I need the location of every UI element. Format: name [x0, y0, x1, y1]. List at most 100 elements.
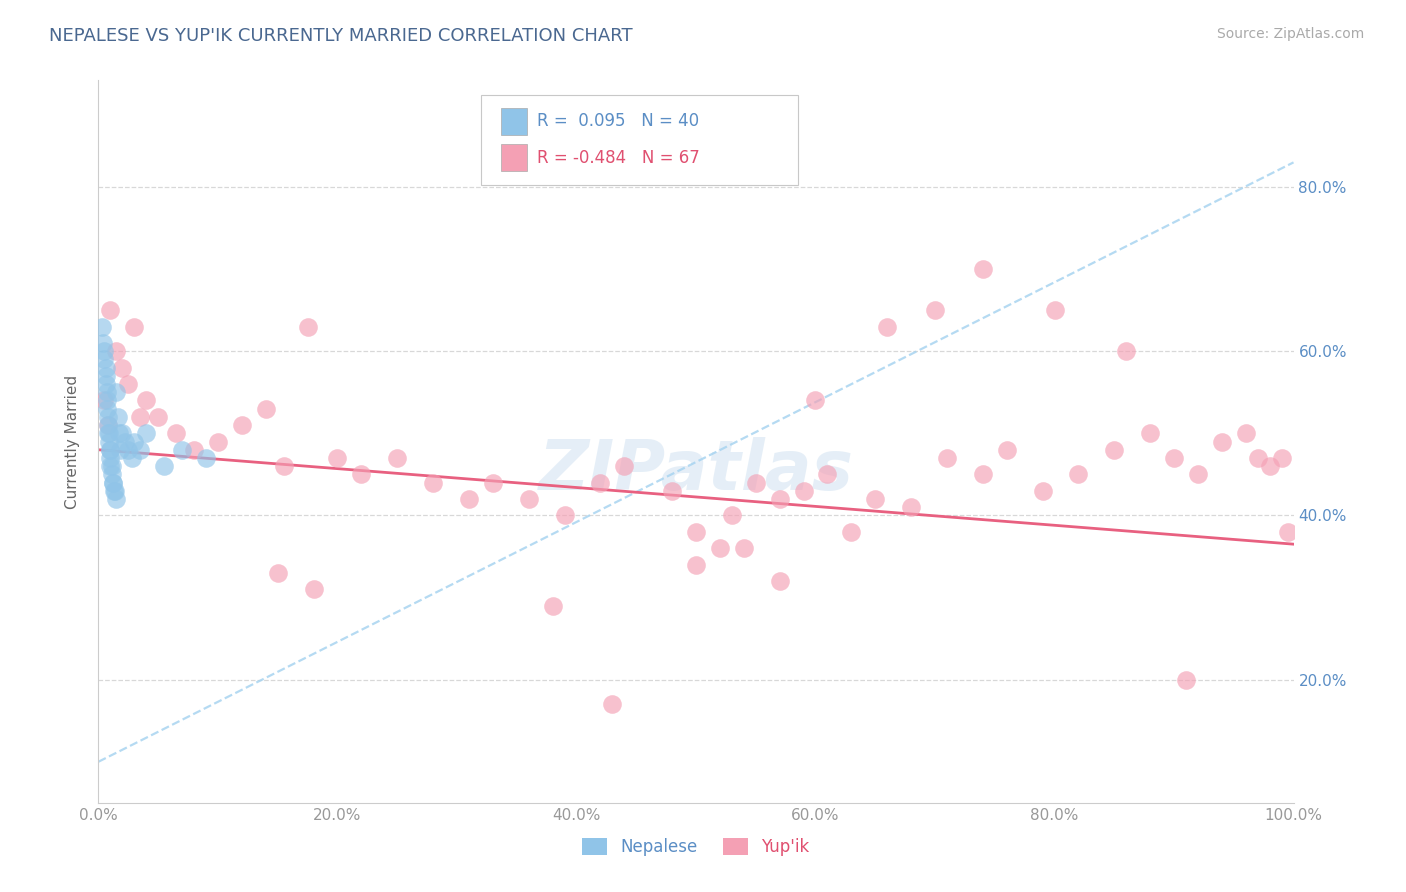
Point	[91, 319, 114, 334]
Point	[98, 442, 122, 457]
Point	[815, 467, 838, 482]
Point	[685, 558, 707, 572]
Point	[1139, 426, 1161, 441]
Point	[124, 434, 146, 449]
Point	[936, 450, 959, 465]
Point	[745, 475, 768, 490]
Point	[183, 442, 205, 457]
Point	[865, 491, 887, 506]
Point	[94, 368, 117, 383]
Point	[105, 491, 128, 506]
Point	[98, 426, 121, 441]
Point	[273, 459, 295, 474]
Point	[121, 450, 143, 465]
Point	[589, 475, 612, 490]
FancyBboxPatch shape	[501, 144, 527, 171]
Point	[101, 475, 124, 490]
Point	[111, 426, 134, 441]
Point	[207, 434, 229, 449]
Point	[111, 360, 134, 375]
Text: Source: ZipAtlas.com: Source: ZipAtlas.com	[1216, 27, 1364, 41]
Point	[685, 524, 707, 539]
Point	[153, 459, 176, 474]
Point	[124, 319, 146, 334]
Point	[94, 360, 117, 375]
Point	[804, 393, 827, 408]
Point	[93, 393, 115, 408]
Point	[93, 344, 115, 359]
Point	[172, 442, 194, 457]
Point	[148, 409, 170, 424]
Point	[422, 475, 444, 490]
Point	[98, 450, 122, 465]
Point	[972, 262, 994, 277]
Point	[541, 599, 564, 613]
Point	[1104, 442, 1126, 457]
Point	[117, 442, 139, 457]
Point	[97, 418, 120, 433]
Point	[995, 442, 1018, 457]
Point	[1247, 450, 1270, 465]
Point	[97, 426, 120, 441]
Point	[96, 385, 118, 400]
Point	[93, 352, 115, 367]
Point	[972, 467, 994, 482]
Text: ZIPatlas: ZIPatlas	[538, 437, 853, 504]
Text: NEPALESE VS YUP'IK CURRENTLY MARRIED CORRELATION CHART: NEPALESE VS YUP'IK CURRENTLY MARRIED COR…	[49, 27, 633, 45]
Point	[900, 500, 922, 515]
Point	[1067, 467, 1090, 482]
Point	[733, 541, 755, 556]
Point	[1043, 303, 1066, 318]
Point	[100, 467, 122, 482]
Point	[326, 450, 349, 465]
Point	[1271, 450, 1294, 465]
Point	[876, 319, 898, 334]
Point	[195, 450, 218, 465]
Point	[267, 566, 290, 580]
Point	[793, 483, 815, 498]
Point	[841, 524, 863, 539]
Y-axis label: Currently Married: Currently Married	[65, 375, 80, 508]
Point	[91, 336, 114, 351]
Point	[350, 467, 373, 482]
Point	[108, 442, 131, 457]
Point	[768, 491, 790, 506]
Point	[129, 442, 152, 457]
Point	[114, 434, 136, 449]
Point	[105, 344, 128, 359]
Point	[105, 385, 128, 400]
Point	[517, 491, 540, 506]
Point	[768, 574, 790, 588]
Point	[107, 426, 129, 441]
Point	[924, 303, 946, 318]
Point	[96, 401, 118, 416]
Point	[97, 418, 120, 433]
Point	[98, 434, 121, 449]
Point	[129, 409, 152, 424]
Point	[1211, 434, 1233, 449]
Point	[1115, 344, 1137, 359]
Point	[385, 450, 409, 465]
Text: R =  0.095   N = 40: R = 0.095 N = 40	[537, 112, 699, 130]
Point	[98, 442, 122, 457]
Point	[554, 508, 576, 523]
FancyBboxPatch shape	[481, 95, 797, 185]
Point	[101, 475, 124, 490]
Legend: Nepalese, Yup'ik: Nepalese, Yup'ik	[575, 831, 817, 863]
Point	[709, 541, 731, 556]
Point	[254, 401, 277, 416]
Point	[165, 426, 187, 441]
Point	[613, 459, 636, 474]
Point	[602, 698, 624, 712]
Point	[117, 377, 139, 392]
Point	[107, 409, 129, 424]
Point	[721, 508, 744, 523]
Point	[1175, 673, 1198, 687]
Point	[1163, 450, 1185, 465]
Point	[103, 483, 125, 498]
Point	[135, 426, 157, 441]
Point	[231, 418, 253, 433]
FancyBboxPatch shape	[501, 108, 527, 136]
Point	[100, 459, 122, 474]
Point	[661, 483, 683, 498]
